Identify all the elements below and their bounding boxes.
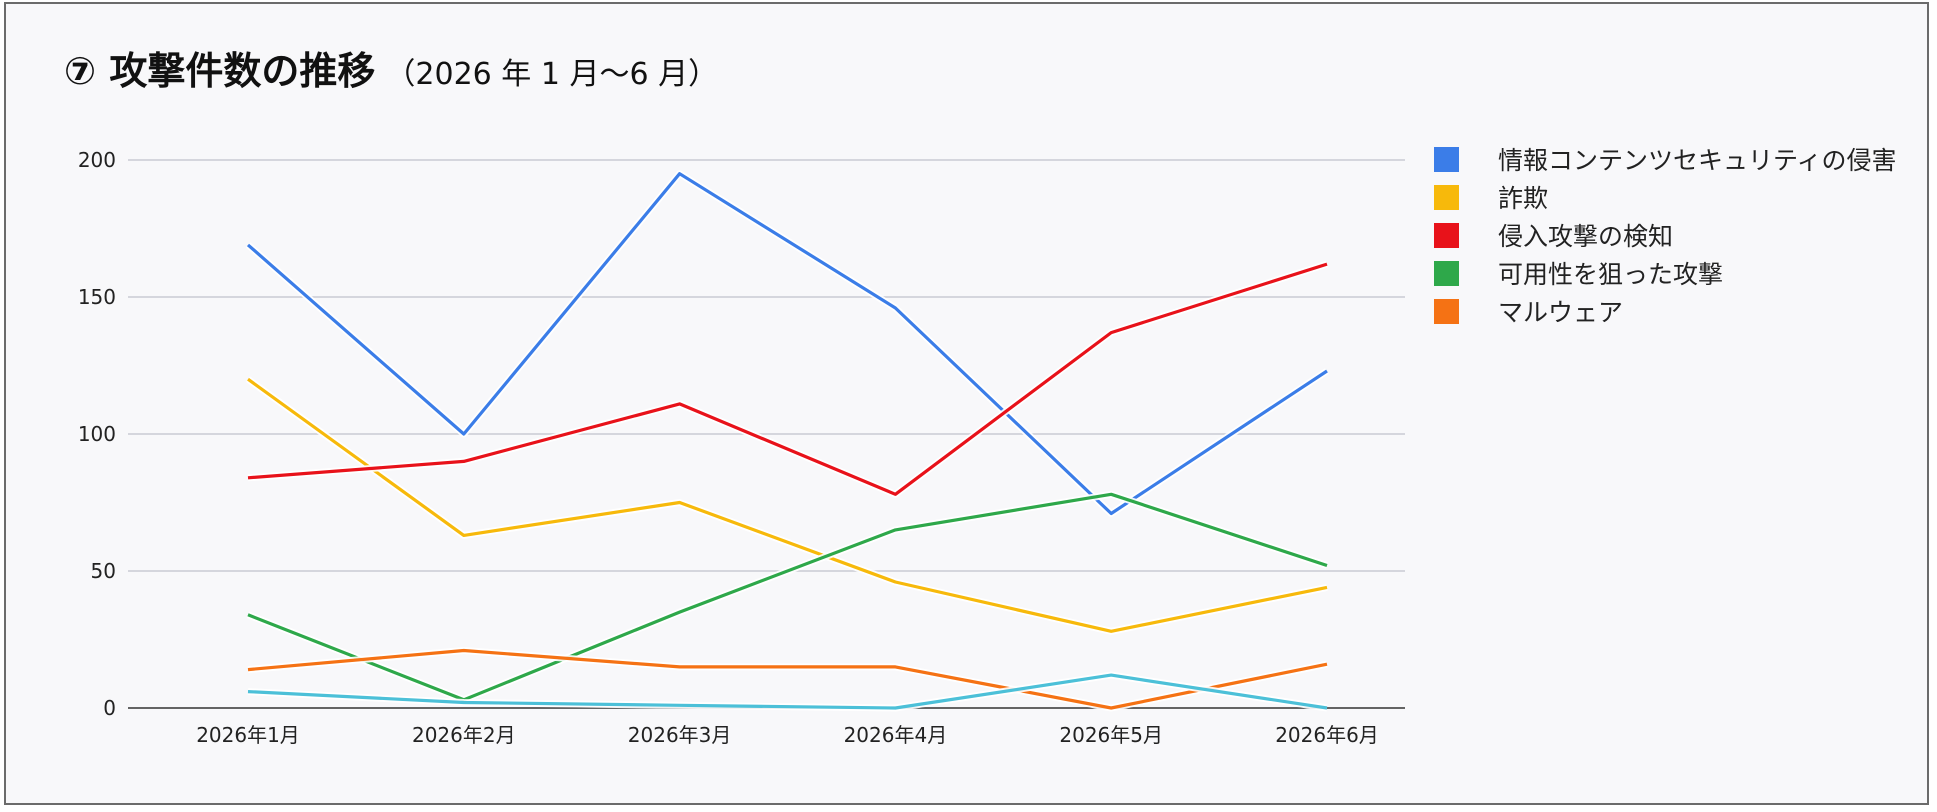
chart-title-main: ⑦ 攻撃件数の推移: [64, 49, 376, 93]
series-line: [247, 377, 1328, 633]
chart-frame: ⑦ 攻撃件数の推移 （2026 年 1 月〜6 月）: [4, 2, 1929, 805]
legend-label: 侵入攻撃の検知: [1498, 222, 1673, 251]
legend-swatch: [1434, 223, 1459, 248]
chart-title-sub: （2026 年 1 月〜6 月）: [385, 57, 719, 92]
y-tick-label: 100: [78, 422, 116, 446]
legend-swatch: [1434, 299, 1459, 324]
series-line-halo: [247, 260, 1329, 498]
series-line-halo: [245, 376, 1328, 635]
x-tick-label: 2026年3月: [628, 723, 732, 747]
legend-swatch: [1434, 185, 1459, 210]
y-tick-label: 200: [78, 148, 116, 172]
x-tick-label: 2026年1月: [196, 723, 300, 747]
x-tick-label: 2026年6月: [1275, 723, 1379, 747]
legend-swatch: [1434, 147, 1459, 172]
legend-label: 可用性を狙った攻撃: [1498, 260, 1723, 289]
y-tick-label: 150: [78, 285, 116, 309]
x-tick-label: 2026年2月: [412, 723, 516, 747]
legend-swatch: [1434, 261, 1459, 286]
chart-title: ⑦ 攻撃件数の推移 （2026 年 1 月〜6 月）: [64, 40, 718, 95]
series-line: [246, 172, 1328, 516]
series-line: [247, 262, 1328, 496]
series-line: [247, 673, 1328, 710]
legend-label: 情報コンテンツセキュリティの侵害: [1498, 146, 1897, 175]
series-line: [247, 648, 1328, 710]
legend-label: 詐欺: [1498, 184, 1548, 213]
x-tick-label: 2026年4月: [844, 723, 948, 747]
series-line: [247, 492, 1328, 702]
y-tick-label: 0: [103, 696, 116, 720]
y-tick-label: 50: [91, 559, 116, 583]
x-tick-label: 2026年5月: [1059, 723, 1163, 747]
legend-label: マルウェア: [1498, 298, 1623, 327]
